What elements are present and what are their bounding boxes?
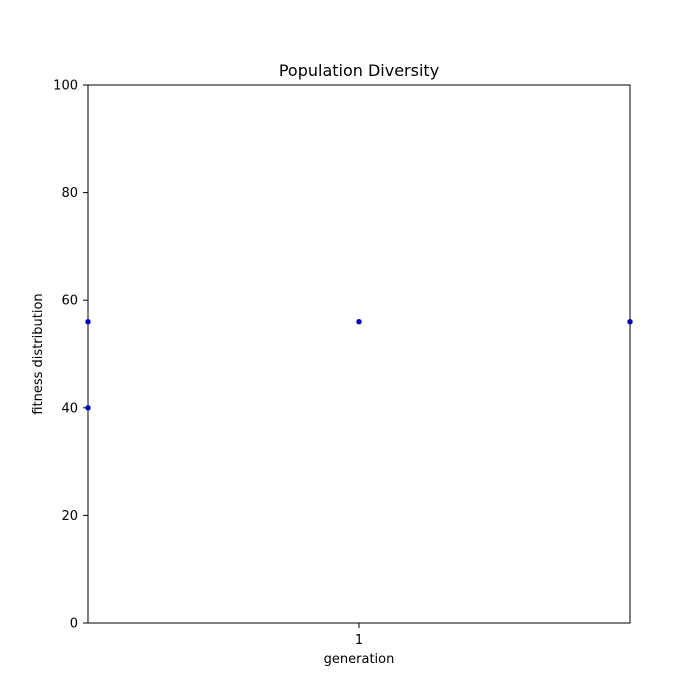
y-tick-label: 60 bbox=[61, 294, 78, 309]
y-tick-label: 100 bbox=[53, 79, 78, 94]
x-tick-label: 1 bbox=[355, 633, 363, 648]
y-tick-label: 0 bbox=[70, 617, 78, 632]
data-points bbox=[85, 319, 633, 411]
x-axis: 1 bbox=[355, 623, 363, 648]
plot-area bbox=[87, 84, 631, 624]
data-point bbox=[85, 405, 91, 411]
data-point bbox=[356, 319, 362, 325]
y-tick-label: 80 bbox=[61, 186, 78, 201]
x-axis-label: generation bbox=[324, 652, 395, 667]
data-point bbox=[85, 319, 91, 325]
y-axis: 0 20 40 60 80 100 bbox=[53, 79, 88, 632]
y-tick-label: 20 bbox=[61, 509, 78, 524]
y-axis-label: fitness distribution bbox=[31, 293, 46, 414]
data-point bbox=[627, 319, 633, 325]
y-tick-label: 40 bbox=[61, 401, 78, 416]
chart-title: Population Diversity bbox=[279, 61, 439, 80]
